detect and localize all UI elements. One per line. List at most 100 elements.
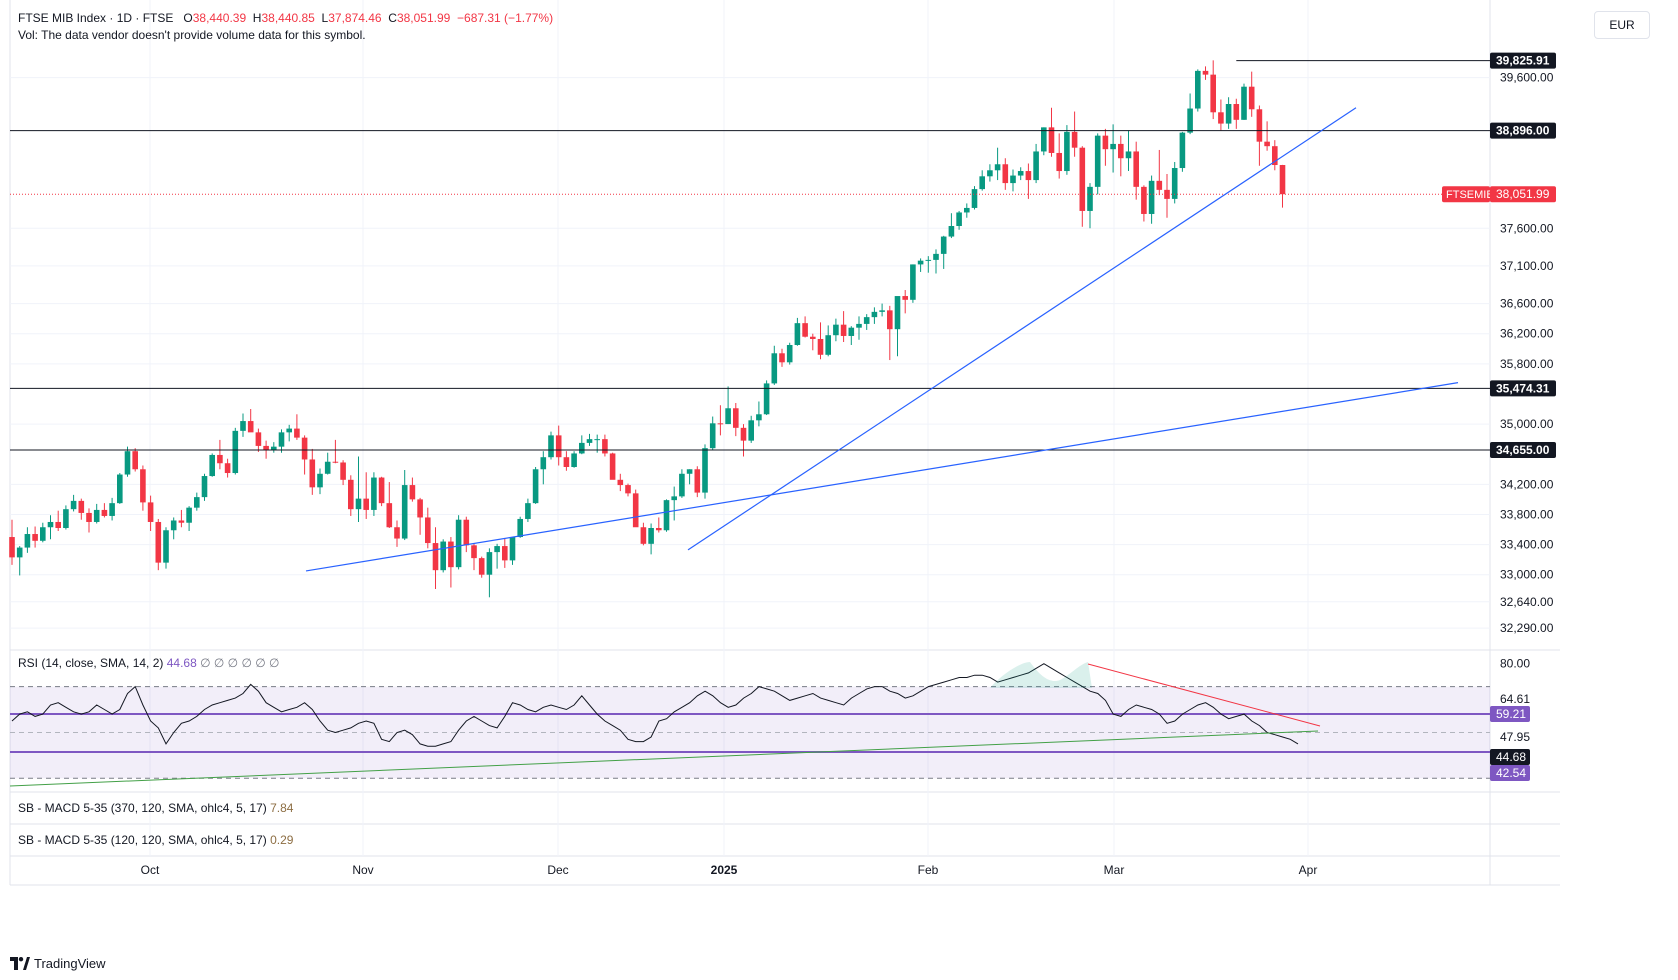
candle-body: [363, 498, 369, 510]
macd-settings: SB - MACD 5-35 (120, 120, SMA, ohlc4, 5,…: [18, 833, 270, 847]
candle-body: [286, 428, 292, 433]
level-label-box: [1490, 52, 1556, 69]
open-label: O: [183, 11, 193, 25]
candle-body: [401, 485, 408, 539]
candle-body: [817, 338, 824, 355]
level-label: 34,655.00: [1496, 443, 1550, 457]
candle-body: [70, 500, 77, 510]
rsi-level-label-box: [1490, 706, 1530, 722]
change-value: −687.31 (−1.77%): [457, 11, 554, 25]
candle-body: [1264, 141, 1270, 147]
candle-body: [1110, 143, 1116, 150]
price-tick-label: 39,600.00: [1500, 71, 1554, 85]
price-tick-label: 36,600.00: [1500, 297, 1554, 311]
candle-body: [1094, 135, 1101, 187]
price-tick-label: 37,100.00: [1500, 259, 1554, 273]
candle-body: [948, 226, 955, 237]
time-tick-label: Feb: [918, 863, 939, 877]
candle-body: [317, 473, 323, 488]
candle-body: [478, 558, 485, 575]
candle-body: [1148, 180, 1155, 214]
level-label-box: [1490, 122, 1556, 139]
candle-body: [740, 427, 747, 441]
candle-body: [1118, 143, 1124, 159]
candle-body: [1187, 108, 1193, 133]
candle-body: [840, 324, 847, 336]
candle-body: [756, 414, 762, 421]
level-label: 35,474.31: [1496, 381, 1550, 395]
time-tick-label: Nov: [352, 863, 373, 877]
candle-body: [163, 530, 169, 563]
price-tick-label: 32,290.00: [1500, 621, 1554, 635]
candle-body: [609, 453, 616, 480]
candle-body: [16, 547, 23, 558]
candle-body: [1056, 152, 1062, 172]
macd-legend: SB - MACD 5-35 (120, 120, SMA, ohlc4, 5,…: [18, 833, 294, 847]
close-label: C: [388, 11, 397, 25]
candle-body: [956, 212, 962, 227]
candle-body: [1102, 135, 1109, 150]
candle-body: [1141, 186, 1147, 214]
rsi-tick-label: 64.61: [1500, 692, 1530, 706]
candle-body: [802, 323, 808, 337]
candle-body: [1033, 151, 1039, 181]
candle-body: [340, 462, 346, 480]
rsi-settings: RSI (14, close, SMA, 14, 2): [18, 656, 167, 670]
candle-body: [679, 473, 685, 497]
candle-body: [602, 439, 608, 454]
rsi-level-label: 59.21: [1496, 707, 1526, 721]
candle-body: [1164, 189, 1170, 199]
candle-body: [933, 253, 939, 260]
candle-body: [902, 296, 908, 300]
candle-body: [540, 457, 547, 470]
candle-body: [271, 446, 277, 450]
last-price-label-box: [1490, 186, 1556, 203]
candle-body: [486, 552, 493, 575]
candle-body: [417, 499, 423, 518]
candle-body: [894, 296, 901, 330]
candle-body: [55, 521, 61, 528]
currency-button[interactable]: EUR: [1594, 11, 1650, 39]
close-value: 38,051.99: [396, 11, 451, 25]
candle-body: [1071, 131, 1078, 148]
candle-body: [9, 537, 15, 558]
candle-body: [656, 528, 662, 531]
last-price-label: 38,051.99: [1496, 187, 1550, 201]
tradingview-logo-icon: [10, 957, 30, 970]
rsi-level-label-box: [1490, 765, 1530, 781]
candle-body: [848, 327, 855, 336]
candle-body: [194, 497, 200, 508]
candle-body: [786, 345, 793, 363]
candle-body: [971, 189, 978, 208]
candle-body: [240, 421, 246, 431]
candle-body: [1210, 74, 1216, 113]
price-tick-label: 33,000.00: [1500, 568, 1554, 582]
candle-body: [1079, 147, 1086, 211]
candle-body: [994, 164, 1001, 171]
rsi-last-label: 44.68: [1496, 750, 1526, 764]
candle-body: [409, 485, 416, 500]
candle-body: [771, 353, 778, 384]
candle-body: [987, 170, 993, 177]
candle-body: [371, 477, 377, 510]
candle-body: [309, 459, 316, 488]
candle-body: [1125, 151, 1132, 159]
candle-body: [1133, 151, 1139, 187]
candle-body: [1256, 109, 1263, 142]
price-tick-label: 35,800.00: [1500, 357, 1554, 371]
price-tick-label: 36,200.00: [1500, 327, 1554, 341]
brand-name: TradingView: [34, 956, 106, 971]
candle-body: [1218, 112, 1224, 124]
candle-body: [332, 461, 339, 463]
candle-body: [925, 259, 932, 261]
candle-body: [1248, 86, 1255, 110]
tradingview-logo[interactable]: TradingView: [10, 956, 106, 971]
candle-body: [40, 527, 46, 541]
candle-body: [640, 527, 647, 544]
symbol-line: FTSE MIB Index · 1D · FTSE: [18, 11, 174, 25]
candle-body: [109, 503, 115, 516]
candle-body: [571, 453, 577, 467]
candle-body: [101, 509, 108, 516]
